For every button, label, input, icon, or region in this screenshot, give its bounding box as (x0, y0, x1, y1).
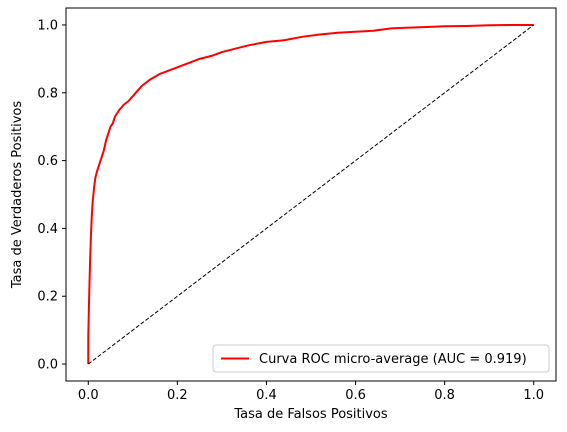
x-tick-label: 1.0 (523, 388, 544, 403)
x-tick-label: 0.0 (78, 388, 99, 403)
x-tick-label: 0.8 (434, 388, 455, 403)
y-axis-ticks: 0.0 0.2 0.4 0.6 0.8 1.0 (37, 18, 66, 373)
x-tick-label: 0.2 (167, 388, 188, 403)
diagonal-reference-line (87, 24, 535, 365)
axes-frame (65, 7, 557, 382)
y-tick-label: 0.8 (37, 86, 58, 101)
y-tick-label: 1.0 (37, 18, 58, 33)
y-tick-label: 0.2 (37, 290, 58, 305)
x-axis-label: Tasa de Falsos Positivos (233, 407, 388, 422)
plot-area (87, 23, 535, 365)
roc-curve-line (87, 23, 534, 365)
x-tick-label: 0.4 (256, 388, 277, 403)
legend: Curva ROC micro-average (AUC = 0.919) (212, 344, 550, 373)
x-axis-ticks: 0.0 0.2 0.4 0.6 0.8 1.0 (78, 381, 544, 403)
y-tick-label: 0.0 (37, 358, 58, 373)
x-tick-label: 0.6 (345, 388, 366, 403)
y-tick-label: 0.4 (37, 222, 58, 237)
legend-label: Curva ROC micro-average (AUC = 0.919) (259, 352, 527, 367)
y-axis-label: Tasa de Verdaderos Positivos (10, 101, 25, 289)
legend-box (212, 344, 550, 373)
y-tick-label: 0.6 (37, 154, 58, 169)
